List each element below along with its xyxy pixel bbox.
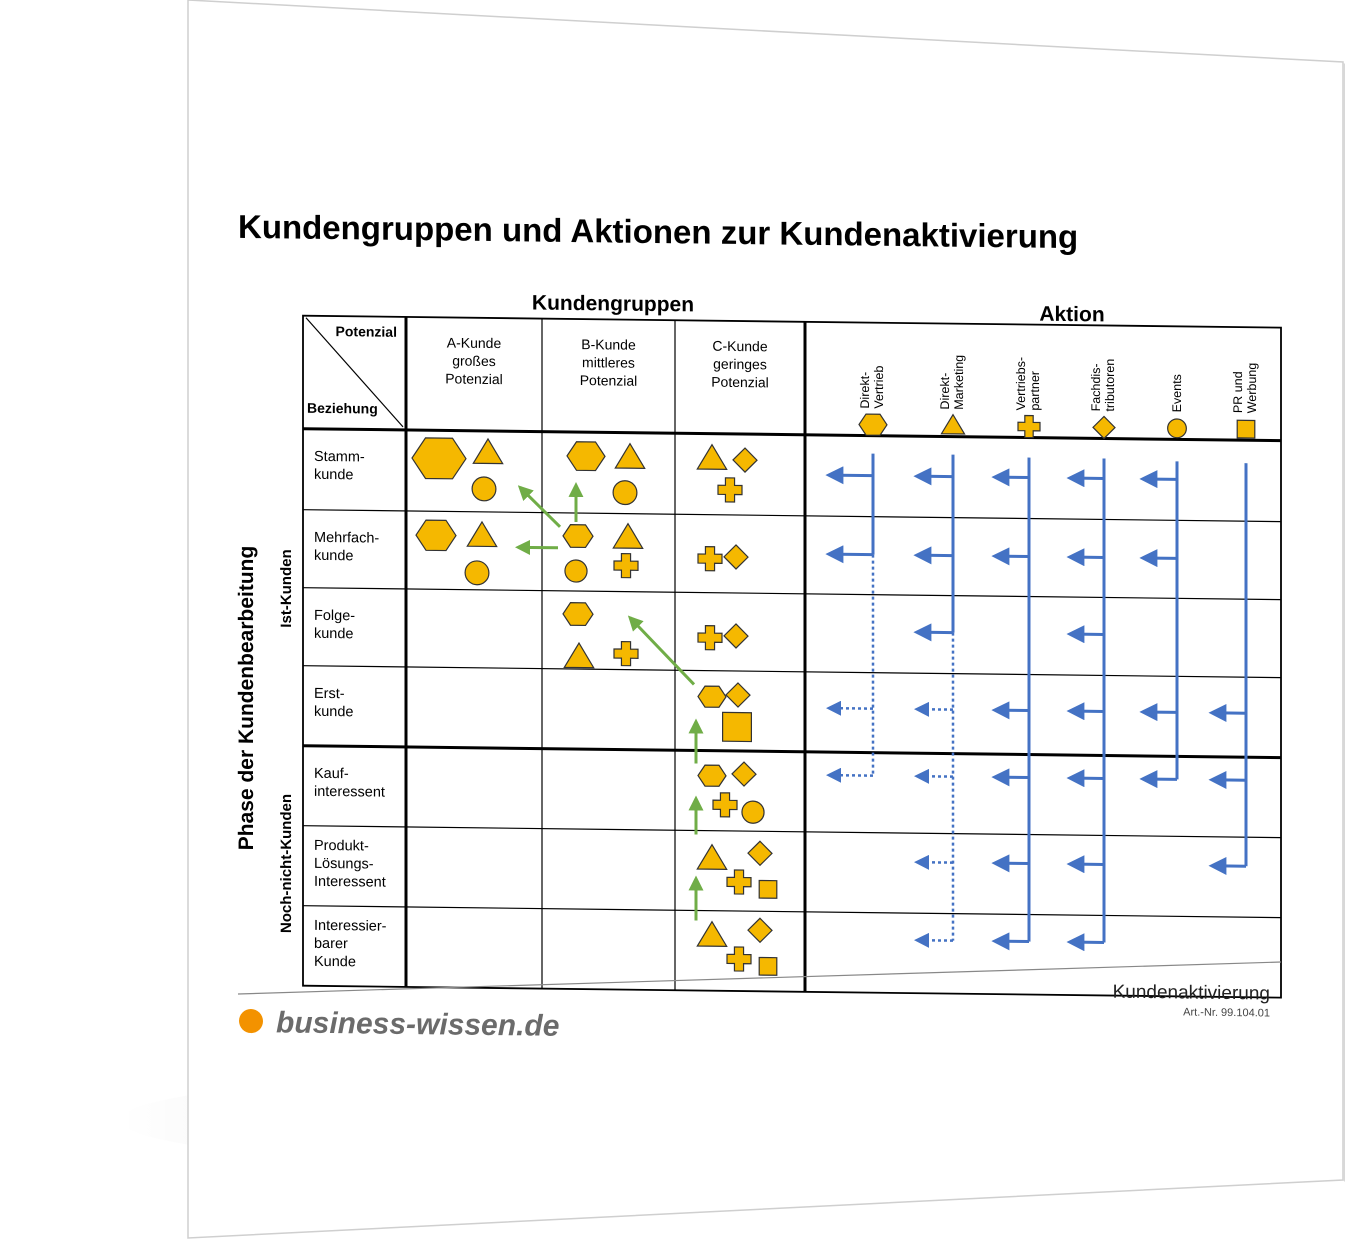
brand-logo: business-wissen.de xyxy=(276,1006,559,1042)
action-arrow xyxy=(829,554,873,555)
row-label: Folge- xyxy=(314,608,355,625)
square-icon xyxy=(1237,420,1255,438)
circle-icon xyxy=(742,801,764,823)
group-header-label: großes xyxy=(452,353,496,370)
row-label: Mehrfach- xyxy=(314,530,379,547)
action-header-line1: Vertriebs- xyxy=(1014,357,1028,411)
circle-icon xyxy=(465,561,489,585)
action-header-label: Fachdis-tributoren xyxy=(1089,358,1117,411)
circle-icon xyxy=(472,477,496,501)
row-label: Interessent xyxy=(314,874,386,891)
paper-sheet xyxy=(188,0,1343,1238)
row-label: kunde xyxy=(314,704,354,720)
group-header-label: A-Kunde xyxy=(447,334,502,351)
group-header-label: Potenzial xyxy=(445,370,503,387)
group-header-label: mittleres xyxy=(582,354,635,371)
corner-beziehung-label: Beziehung xyxy=(307,400,378,417)
corner-potenzial-label: Potenzial xyxy=(336,323,397,340)
action-header-line2: partner xyxy=(1028,371,1042,411)
circle-icon xyxy=(565,560,587,582)
action-header-line1: Fachdis- xyxy=(1089,363,1103,411)
row-label: kunde xyxy=(314,548,354,564)
row-label: Erst- xyxy=(314,686,345,702)
row-label: Lösungs- xyxy=(314,856,374,873)
action-header-line2: tributoren xyxy=(1103,359,1117,412)
row-label: Kunde xyxy=(314,954,356,971)
row-label: Interessier- xyxy=(314,918,387,935)
square-icon xyxy=(759,880,777,898)
action-header-line1: PR und xyxy=(1231,371,1245,413)
action-header-label: Events xyxy=(1170,374,1184,412)
group-headers: A-KundegroßesPotenzialB-KundemittleresPo… xyxy=(445,334,769,390)
group-header-label: Potenzial xyxy=(711,374,769,391)
row-label: kunde xyxy=(314,626,354,642)
action-header-line1: Direkt- xyxy=(938,373,952,410)
side-label-noch-nicht-kunden: Noch-nicht-Kunden xyxy=(278,794,295,933)
square-icon xyxy=(759,957,777,975)
circle-icon xyxy=(1168,419,1187,438)
group-header-label: geringes xyxy=(713,356,767,373)
group-header-label: Potenzial xyxy=(580,372,638,389)
header-kundengruppen: Kundengruppen xyxy=(532,291,694,316)
row-label: Kauf- xyxy=(314,766,349,782)
action-header-line2: Vertrieb xyxy=(872,366,886,409)
action-header-line1: Direkt- xyxy=(858,372,872,409)
action-header-line2: Werbung xyxy=(1245,363,1259,414)
header-aktion: Aktion xyxy=(1039,303,1104,327)
action-header-line2: Marketing xyxy=(952,355,966,410)
row-label: Produkt- xyxy=(314,838,369,855)
group-header-label: C-Kunde xyxy=(712,338,767,355)
footer-doc-title: Kundenaktivierung xyxy=(1113,982,1270,1005)
row-label: Stamm- xyxy=(314,449,365,466)
action-header-line1: Events xyxy=(1170,374,1184,412)
side-label-ist-kunden: Ist-Kunden xyxy=(278,549,295,628)
action-arrow xyxy=(829,475,873,476)
circle-icon xyxy=(613,481,637,505)
action-header-label: Direkt-Vertrieb xyxy=(858,365,886,408)
row-label: interessent xyxy=(314,784,385,801)
side-label-phase: Phase der Kundenbearbeitung xyxy=(235,546,258,851)
square-icon xyxy=(723,712,752,741)
row-label: kunde xyxy=(314,467,354,483)
row-label: barer xyxy=(314,936,348,952)
footer-article-number: Art.-Nr. 99.104.01 xyxy=(1183,1006,1270,1019)
group-header-label: B-Kunde xyxy=(581,336,636,353)
